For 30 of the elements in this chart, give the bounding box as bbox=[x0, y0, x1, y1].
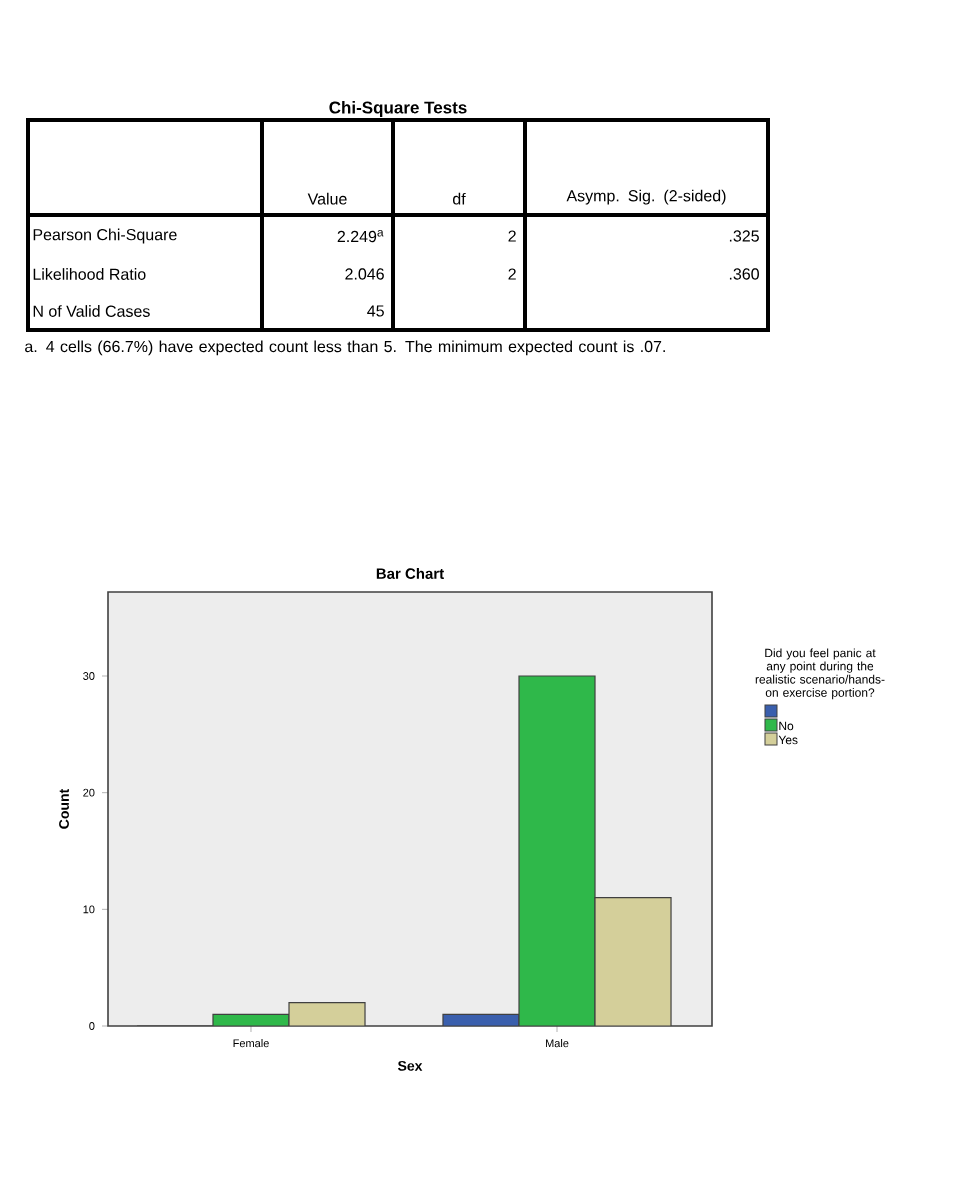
text: 2.046 bbox=[345, 268, 384, 280]
y-tick-label: 10 bbox=[83, 905, 95, 914]
bar bbox=[288, 1002, 366, 1027]
y-axis-title: Count bbox=[59, 788, 69, 829]
text: Value bbox=[307, 192, 347, 205]
text: 2 bbox=[508, 230, 516, 242]
x-axis-title: Sex bbox=[397, 1060, 423, 1071]
bar bbox=[518, 675, 596, 1027]
text: 45 bbox=[367, 305, 384, 317]
text: .360 bbox=[729, 268, 759, 280]
y-tick-label: 20 bbox=[83, 788, 95, 797]
text: df bbox=[452, 192, 466, 205]
chart-title: Bar Chart bbox=[376, 567, 444, 579]
y-tick-label: 30 bbox=[83, 672, 95, 680]
text: a. 4 cells (66.7%) have expected count less than 5. The minimum expected count is .07. bbox=[25, 340, 665, 356]
legend-label: No bbox=[779, 721, 794, 731]
text: 2.249$^{a}$ bbox=[337, 229, 384, 243]
text: Likelihood Ratio bbox=[33, 268, 146, 280]
text: 2 bbox=[508, 268, 516, 280]
y-tick-label: 0 bbox=[89, 1022, 95, 1030]
bar bbox=[594, 897, 672, 1027]
text: Asymp. Sig. (2-sided) bbox=[566, 189, 726, 205]
text: .325 bbox=[729, 230, 759, 242]
text: N of Valid Cases bbox=[33, 305, 150, 317]
legend-label: Yes bbox=[778, 735, 798, 745]
x-tick-label: Female bbox=[233, 1039, 269, 1048]
x-tick-label: Male bbox=[545, 1039, 569, 1048]
text: Chi-Square Tests bbox=[329, 101, 467, 117]
text: Pearson Chi-Square bbox=[33, 228, 177, 244]
legend-title: Did you feel panic at any point during the realistic scenario/hands-on exercise portion? bbox=[755, 648, 885, 700]
